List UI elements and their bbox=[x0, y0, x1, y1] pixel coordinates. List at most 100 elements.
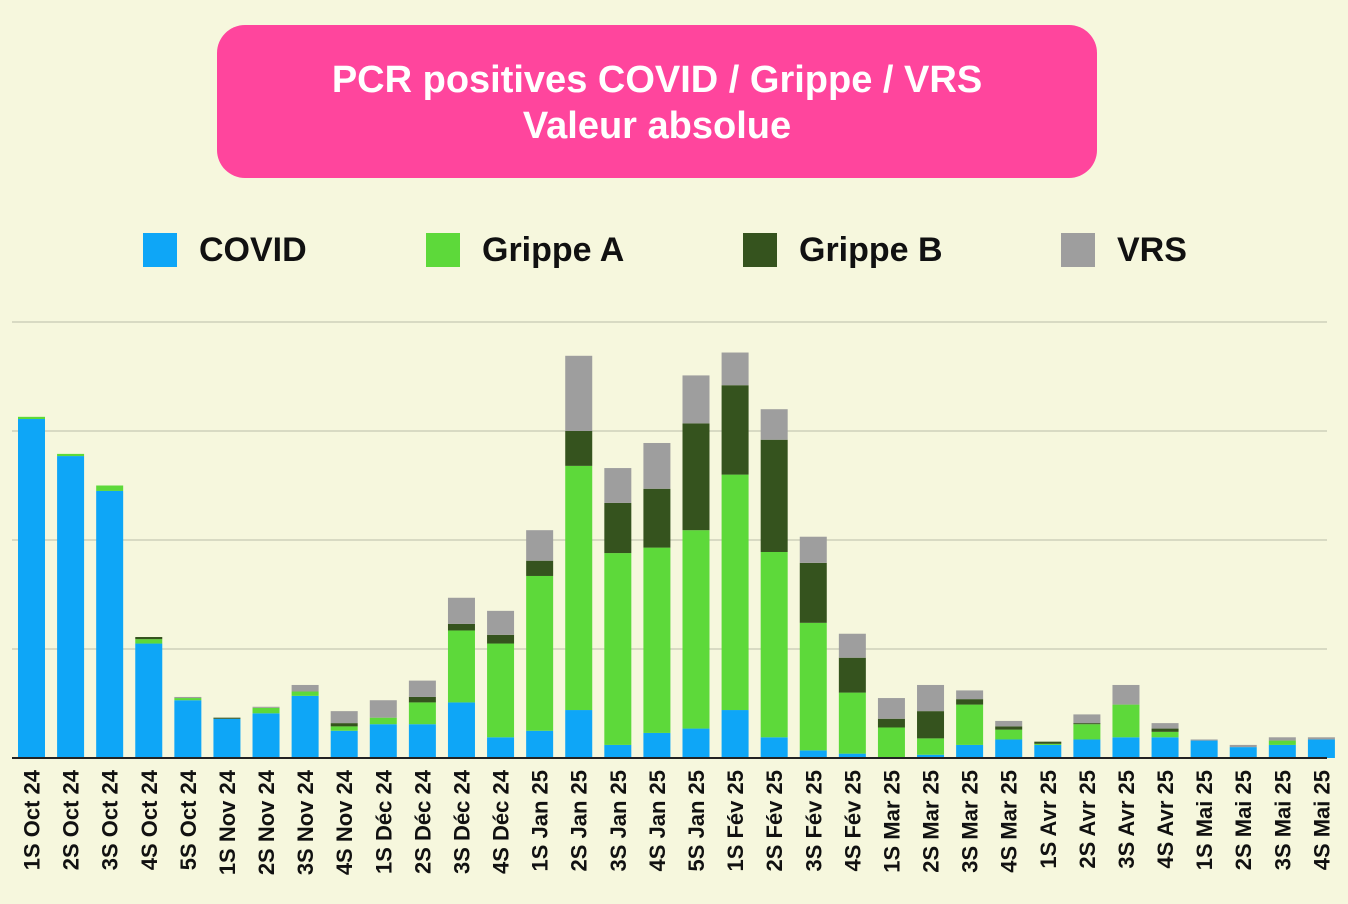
bar-segment-grippe-b bbox=[799, 562, 827, 623]
x-tick-label: 1S Avr 25 bbox=[1036, 770, 1061, 869]
bar-segment-covid bbox=[1151, 737, 1179, 758]
bar-segment-vrs bbox=[1307, 737, 1335, 740]
bar-segment-vrs bbox=[447, 597, 475, 624]
bar-segment-vrs bbox=[291, 684, 319, 692]
x-tick-label: 2S Avr 25 bbox=[1075, 770, 1100, 869]
bar-segment-covid bbox=[643, 732, 671, 758]
bar-segment-grippe-b bbox=[1151, 728, 1179, 732]
bar-segment-covid bbox=[1112, 737, 1140, 758]
bar-segment-vrs bbox=[604, 468, 632, 503]
bar-segment-grippe-a bbox=[447, 630, 475, 703]
bar-segment-vrs bbox=[917, 684, 945, 712]
bar-segment-grippe-a bbox=[96, 485, 124, 491]
bar-segment-covid bbox=[1229, 747, 1257, 758]
bar-segment-vrs bbox=[408, 680, 436, 697]
bar-segment-grippe-b bbox=[838, 657, 866, 693]
bar-segment-vrs bbox=[995, 720, 1023, 727]
x-tick-label: 2S Mai 25 bbox=[1231, 770, 1256, 870]
bar-segment-covid bbox=[838, 753, 866, 758]
bar-segment-vrs bbox=[369, 700, 397, 718]
bar-segment-grippe-b bbox=[682, 423, 710, 531]
x-tick-label: 4S Déc 24 bbox=[489, 769, 514, 874]
bar-segment-vrs bbox=[956, 690, 984, 700]
bar-segment-covid bbox=[18, 419, 45, 758]
bar-segment-covid bbox=[721, 710, 749, 758]
bar-segment-grippe-b bbox=[956, 699, 984, 705]
bar-segment-covid bbox=[291, 695, 319, 758]
bar-segment-grippe-a bbox=[1268, 740, 1296, 745]
bar-segment-grippe-a bbox=[18, 416, 45, 420]
bar-segment-grippe-b bbox=[447, 623, 475, 631]
bar-segment-grippe-a bbox=[995, 729, 1023, 740]
bar-segment-vrs bbox=[838, 633, 866, 658]
bar-segment-grippe-b bbox=[604, 502, 632, 554]
bar-segment-covid bbox=[760, 737, 788, 758]
bar-segment-covid bbox=[565, 710, 593, 758]
bar-segment-grippe-a bbox=[487, 643, 515, 738]
legend-item-covid: COVID bbox=[143, 230, 307, 270]
bar-segment-grippe-b bbox=[565, 431, 593, 466]
x-tick-label: 5S Jan 25 bbox=[684, 770, 709, 872]
bar-segment-grippe-b bbox=[760, 439, 788, 552]
legend-label-vrs: VRS bbox=[1117, 230, 1187, 269]
bar-segment-grippe-b bbox=[330, 723, 358, 727]
x-tick-label: 4S Avr 25 bbox=[1153, 770, 1178, 869]
bar-segment-vrs bbox=[721, 352, 749, 386]
legend-label-grippe-b: Grippe B bbox=[799, 230, 943, 269]
legend-swatch-grippe-b bbox=[743, 233, 777, 267]
legend-item-grippe-b: Grippe B bbox=[743, 230, 943, 270]
bar-segment-vrs bbox=[565, 355, 593, 431]
bar-segment-vrs bbox=[1151, 723, 1179, 729]
x-tick-label: 2S Fév 25 bbox=[762, 770, 787, 872]
bar-segment-covid bbox=[252, 713, 280, 758]
bar-segment-vrs bbox=[760, 409, 788, 440]
bar-segment-vrs bbox=[252, 706, 280, 708]
bar-segment-covid bbox=[682, 728, 710, 758]
x-tick-labels: 1S Oct 24 2S Oct 24 3S Oct 24 4S Oct 24 5S O… bbox=[20, 769, 1335, 875]
bar-segment-covid bbox=[96, 490, 124, 758]
bar-segment-grippe-b bbox=[487, 634, 515, 644]
bar-segment-vrs bbox=[1073, 714, 1101, 724]
bar-segment-covid bbox=[447, 702, 475, 758]
bar-segment-vrs bbox=[1268, 737, 1296, 741]
legend-swatch-vrs bbox=[1061, 233, 1095, 267]
bar-segment-grippe-a bbox=[330, 726, 358, 731]
bar-segment-covid bbox=[1190, 740, 1218, 758]
bar-segment-vrs bbox=[877, 698, 905, 719]
x-tick-label: 1S Fév 25 bbox=[723, 770, 748, 872]
x-tick-label: 4S Mai 25 bbox=[1309, 770, 1334, 870]
bar-segment-grippe-b bbox=[408, 696, 436, 703]
x-tick-label: 3S Jan 25 bbox=[606, 770, 631, 872]
x-tick-label: 3S Mar 25 bbox=[958, 770, 983, 873]
bar-segment-covid bbox=[956, 744, 984, 758]
x-tick-label: 1S Nov 24 bbox=[215, 769, 240, 875]
legend-swatch-covid bbox=[143, 233, 177, 267]
bar-segment-vrs bbox=[1190, 739, 1218, 741]
legend-item-grippe-a: Grippe A bbox=[426, 230, 624, 270]
legend-swatch-grippe-a bbox=[426, 233, 460, 267]
chart-title-banner: PCR positives COVID / Grippe / VRS Valeu… bbox=[217, 25, 1097, 178]
bar-segment-grippe-b bbox=[1034, 741, 1062, 744]
x-tick-label: 2S Nov 24 bbox=[254, 769, 279, 875]
legend-label-grippe-a: Grippe A bbox=[482, 230, 625, 269]
bar-segment-grippe-a bbox=[1151, 731, 1179, 738]
bar-segment-vrs bbox=[174, 696, 202, 699]
x-tick-label: 3S Fév 25 bbox=[801, 770, 826, 872]
x-tick-label: 2S Déc 24 bbox=[410, 769, 435, 874]
bar-segment-grippe-a bbox=[291, 691, 319, 696]
bar-segment-covid bbox=[1307, 739, 1335, 758]
bar-segment-grippe-a bbox=[1034, 743, 1062, 745]
bar-segment-grippe-a bbox=[408, 702, 436, 725]
bar-segment-grippe-b bbox=[643, 488, 671, 548]
x-tick-label: 1S Oct 24 bbox=[20, 769, 45, 870]
bar-segment-vrs bbox=[799, 536, 827, 563]
x-tick-label: 1S Mar 25 bbox=[879, 770, 904, 873]
bar-segment-grippe-a bbox=[877, 727, 905, 758]
x-tick-label: 1S Jan 25 bbox=[528, 770, 553, 872]
bar-segment-grippe-a bbox=[799, 622, 827, 751]
bar-segment-grippe-a bbox=[1073, 724, 1101, 740]
x-tick-label: 2S Oct 24 bbox=[59, 769, 84, 870]
x-tick-label: 4S Nov 24 bbox=[332, 769, 357, 875]
x-tick-label: 2S Jan 25 bbox=[567, 770, 592, 872]
bar-segment-covid bbox=[369, 724, 397, 758]
